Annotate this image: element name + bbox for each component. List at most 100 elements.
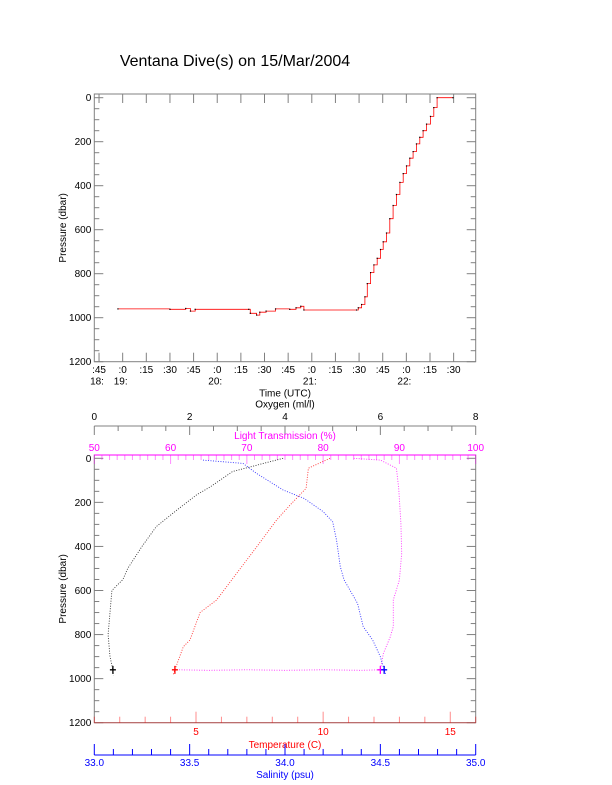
x-tick-label: :45 <box>187 365 201 376</box>
data-point <box>429 115 432 117</box>
axis-tick-label: 4 <box>282 412 288 423</box>
axis-title: Light Transmission (%) <box>234 431 336 442</box>
oxygen-profile <box>107 457 284 676</box>
axis-light: 50 60 70 80 90 100 Light Transmission (%) <box>89 431 484 464</box>
data-point <box>357 307 359 309</box>
y-tick-label: 1200 <box>69 718 92 729</box>
y-axis-label: Pressure (dbar) <box>58 554 69 623</box>
axis-tick-label: 90 <box>394 443 406 454</box>
data-point <box>194 308 196 310</box>
y-tick-label: 0 <box>86 93 92 104</box>
axis-tick-label: 33.5 <box>180 758 200 769</box>
axis-title: Salinity (psu) <box>256 770 314 781</box>
data-point <box>185 307 187 310</box>
axis-tick-label: 35.0 <box>466 758 486 769</box>
bottom-cluster-marker <box>171 665 178 674</box>
salinity-profile <box>202 459 387 676</box>
data-point <box>259 311 261 313</box>
y-tick-label: 1200 <box>69 357 92 368</box>
data-point <box>249 312 251 314</box>
axis-tick-label: 100 <box>467 443 484 454</box>
profile-chart: 0 200 400 600 800 1000 1200 Pressure (dbar) 0 2 4 6… <box>58 400 486 782</box>
x-tick-label: :0 <box>308 365 317 376</box>
bottom-cluster-marker <box>109 665 116 674</box>
x-tick-label: :30 <box>258 365 272 376</box>
y-tick-label: 400 <box>75 181 92 192</box>
x-axis-label: Time (UTC) <box>259 389 311 400</box>
data-point <box>405 165 408 167</box>
axis-tick-label: 5 <box>193 727 199 738</box>
x-tick-label: :30 <box>447 365 461 376</box>
data-point <box>436 97 438 99</box>
light-transmission-profile <box>178 457 403 671</box>
data-point <box>412 151 414 153</box>
data-point <box>395 193 398 196</box>
axis-tick-label: 60 <box>165 443 177 454</box>
axis-tick-label: 70 <box>241 443 253 454</box>
data-point <box>355 309 358 311</box>
x-hour-label: 21: <box>303 377 317 388</box>
x-tick-label: :30 <box>352 365 366 376</box>
y-tick-label: 400 <box>75 542 92 553</box>
axis-tick-label: 50 <box>89 443 101 454</box>
data-point <box>295 307 297 309</box>
x-tick-label: :0 <box>118 365 127 376</box>
data-point <box>369 272 372 274</box>
data-point <box>422 130 424 132</box>
x-tick-label: :0 <box>213 365 222 376</box>
data-point <box>433 107 435 109</box>
data-point <box>303 309 305 311</box>
x-tick-label: :15 <box>423 365 437 376</box>
data-point <box>409 157 411 159</box>
y-tick-label: 600 <box>75 586 92 597</box>
y-tick-label: 800 <box>75 269 92 280</box>
bottom-cluster-marker <box>381 665 388 674</box>
data-point <box>425 123 428 125</box>
data-point <box>419 136 421 138</box>
data-point <box>376 257 378 259</box>
axis-tick-label: 6 <box>378 412 384 423</box>
pressure-series-line <box>117 97 453 316</box>
x-tick-label: :30 <box>163 365 177 376</box>
axis-tick-label: 33.0 <box>85 758 105 769</box>
axis-tick-label: 8 <box>473 412 479 423</box>
axis-salinity: 33.0 33.5 34.0 34.5 35.0 Salinity (psu) <box>85 744 486 781</box>
x-tick-label: :15 <box>139 365 153 376</box>
y-tick-label: 200 <box>75 498 92 509</box>
data-point <box>402 173 404 175</box>
x-hour-label: 19: <box>114 377 128 388</box>
x-tick-label: :45 <box>92 365 106 376</box>
x-hour-label: 22: <box>397 377 411 388</box>
axis-tick-label: 80 <box>318 443 330 454</box>
data-point <box>399 181 401 183</box>
data-point <box>415 143 418 145</box>
data-point <box>366 283 368 285</box>
data-point <box>169 308 171 310</box>
figure-title: Ventana Dive(s) on 15/Mar/2004 <box>120 53 350 70</box>
axis-tick-label: 15 <box>445 727 457 738</box>
y-tick-label: 600 <box>75 225 92 236</box>
data-point <box>248 308 250 310</box>
y-axis-label: Pressure (dbar) <box>58 193 69 262</box>
data-point <box>256 314 258 316</box>
y-tick-label: 200 <box>75 137 92 148</box>
y-tick-label: 800 <box>75 630 92 641</box>
x-tick-label: :15 <box>234 365 248 376</box>
temperature-profile <box>172 457 331 676</box>
axis-tick-label: 34.5 <box>371 758 391 769</box>
x-tick-label: :45 <box>376 365 390 376</box>
data-point <box>452 97 454 99</box>
plot-frame <box>93 454 477 724</box>
x-hour-label: 18: <box>90 377 104 388</box>
axis-oxygen: 0 2 4 6 8 Oxygen (ml/l) <box>92 400 479 435</box>
axis-tick-label: 2 <box>187 412 193 423</box>
axis-tick-label: 10 <box>318 727 330 738</box>
y-tick-label: 1000 <box>69 674 92 685</box>
data-point <box>379 248 382 251</box>
y-tick-label: 1000 <box>69 313 92 324</box>
y-tick-label: 0 <box>86 454 92 465</box>
axis-tick-label: 0 <box>92 412 98 423</box>
x-tick-label: :0 <box>402 365 411 376</box>
